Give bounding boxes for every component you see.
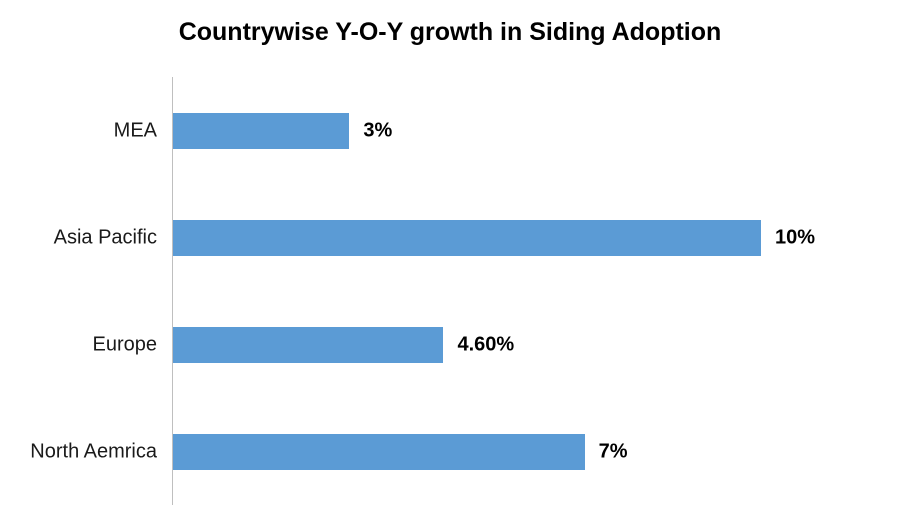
bar bbox=[173, 326, 444, 363]
y-axis-line bbox=[172, 77, 173, 505]
value-label: 3% bbox=[363, 119, 393, 141]
value-label: 10% bbox=[775, 226, 816, 248]
bar bbox=[173, 112, 350, 149]
value-label: 7% bbox=[598, 440, 628, 462]
value-label: 4.60% bbox=[457, 333, 515, 355]
category-label: MEA bbox=[113, 119, 157, 141]
category-label: North Aemrica bbox=[30, 440, 157, 462]
category-label: Asia Pacific bbox=[53, 226, 157, 248]
chart-title: Countrywise Y-O-Y growth in Siding Adopt… bbox=[178, 18, 722, 46]
category-label: Europe bbox=[92, 333, 158, 355]
bar bbox=[173, 219, 761, 256]
bar bbox=[173, 433, 585, 470]
